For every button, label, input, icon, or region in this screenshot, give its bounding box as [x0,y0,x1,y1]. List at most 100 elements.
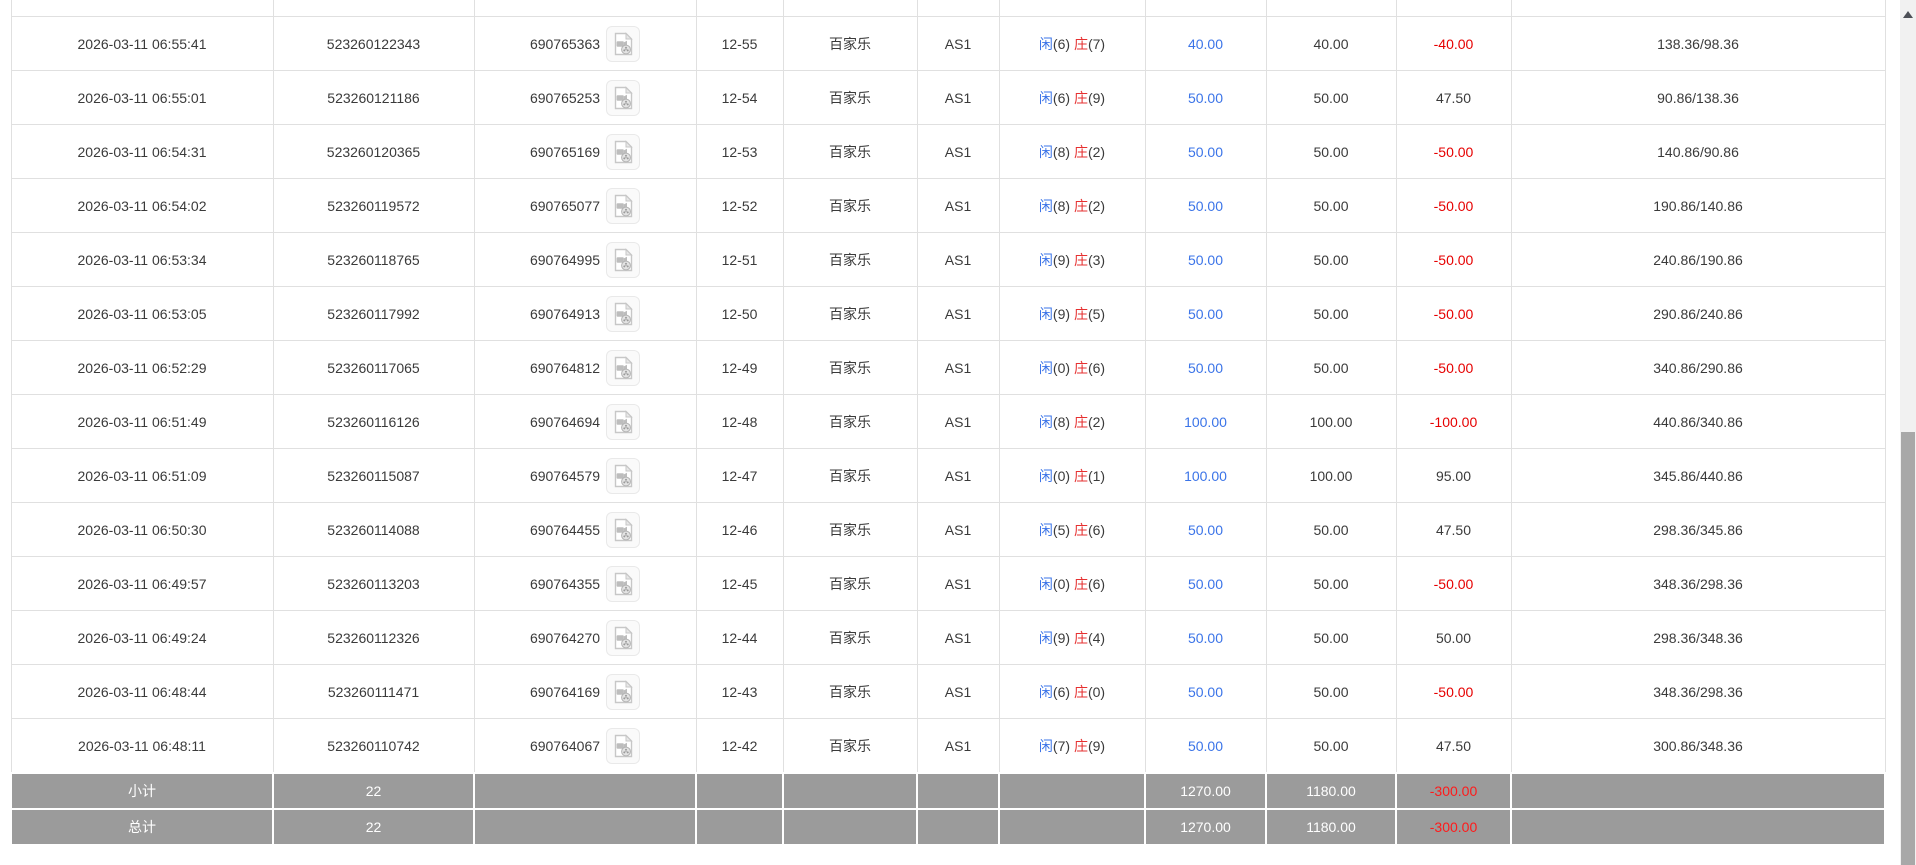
cell-bet-time: 2026-03-11 06:54:31 [10,124,274,179]
banker-result-points: (2) [1087,413,1106,430]
scrollbar-thumb[interactable] [1901,432,1915,865]
table-row: 2026-03-11 06:55:01 523260121186 6907652… [10,70,1886,125]
cell-balance: 290.86/240.86 [1510,286,1886,341]
game-id-text: 690764579 [529,467,601,484]
cell-bet-amount: 50.00 [1144,664,1267,719]
banker-result-points: (2) [1087,143,1106,160]
cell-bet-id: 523260112326 [272,610,475,665]
cell-bet-id: 523260117992 [272,286,475,341]
video-replay-button[interactable] [606,187,641,224]
cell-game-type: 百家乐 [782,124,918,179]
cell-table-name: AS1 [916,340,1000,395]
table-row: 2026-03-11 06:53:05 523260117992 6907649… [10,286,1886,341]
vertical-scrollbar[interactable] [1900,0,1916,865]
summary-row: 小计 22 1270.00 1180.00 -300.00 [10,772,1886,810]
player-result-label: 闲 [1038,467,1053,484]
player-result-points: (6) [1052,89,1071,106]
game-id-text: 690765077 [529,197,601,214]
cell-valid-amount: 50.00 [1265,556,1397,611]
table-row: 2026-03-11 06:51:09 523260115087 6907645… [10,448,1886,503]
game-id-text: 690764169 [529,683,601,700]
cell-balance: 348.36/298.36 [1510,556,1886,611]
player-result-label: 闲 [1038,305,1053,322]
video-replay-button[interactable] [606,727,641,764]
video-replay-button[interactable] [606,25,641,62]
cell-game-result: 闲(8) 庄(2) [998,394,1146,449]
cell-bet-amount: 40.00 [1144,16,1267,71]
cell-balance: 90.86/138.36 [1510,70,1886,125]
player-result-points: (9) [1052,629,1071,646]
player-result-label: 闲 [1038,521,1053,538]
cell-table-name: AS1 [916,718,1000,774]
cell-bet-id: 523260113203 [272,556,475,611]
video-replay-icon [614,517,633,541]
cell-game-result: 闲(0) 庄(6) [998,556,1146,611]
video-replay-button[interactable] [606,673,641,710]
video-replay-button[interactable] [606,79,641,116]
cell-round-number: 12-47 [695,448,784,503]
cell-game-type: 百家乐 [782,232,918,287]
cell-bet-id: 523260115087 [272,448,475,503]
video-replay-button[interactable] [606,403,641,440]
cell-balance: 345.86/440.86 [1510,448,1886,503]
banker-result-label: 庄 [1073,683,1088,700]
game-id-text: 690764812 [529,359,601,376]
cell-game-result: 闲(7) 庄(9) [998,718,1146,774]
banker-result-points: (0) [1087,683,1106,700]
cell-game-id: 690764355 [473,556,697,611]
table-row: 2026-03-11 06:48:44 523260111471 6907641… [10,664,1886,719]
summary-body: 小计 22 1270.00 1180.00 -300.00 总计 22 1270… [10,772,1886,846]
cell-game-id: 690764455 [473,502,697,557]
cell-winloss: -50.00 [1395,178,1512,233]
cell-valid-amount: 40.00 [1265,16,1397,71]
cell-valid-amount: 50.00 [1265,610,1397,665]
cell-balance: 348.36/298.36 [1510,664,1886,719]
table-row: 2026-03-11 06:49:24 523260112326 6907642… [10,610,1886,665]
bet-records-grid: 2026-03-11 06:55:41 523260122343 6907653… [10,0,1886,846]
cell-round-number: 12-55 [695,16,784,71]
cell-bet-time: 2026-03-11 06:49:24 [10,610,274,665]
game-id-text: 690765363 [529,35,601,52]
cell-winloss: -50.00 [1395,232,1512,287]
video-replay-button[interactable] [606,295,641,332]
video-replay-button[interactable] [606,241,641,278]
video-replay-icon [614,733,633,757]
cutoff-row [10,0,1886,17]
table-row: 2026-03-11 06:54:31 523260120365 6907651… [10,124,1886,179]
banker-result-points: (9) [1087,89,1106,106]
cell-game-id: 690764169 [473,664,697,719]
video-replay-button[interactable] [606,349,641,386]
cell-balance: 340.86/290.86 [1510,340,1886,395]
cell-bet-id: 523260117065 [272,340,475,395]
player-result-label: 闲 [1038,251,1053,268]
table-row: 2026-03-11 06:54:02 523260119572 6907650… [10,178,1886,233]
cell-valid-amount: 50.00 [1265,70,1397,125]
game-id-text: 690764355 [529,575,601,592]
summary-valid-total: 1180.00 [1265,808,1397,846]
video-replay-icon [614,85,633,109]
cell-game-type: 百家乐 [782,448,918,503]
video-replay-button[interactable] [606,133,641,170]
banker-result-label: 庄 [1073,197,1088,214]
video-replay-button[interactable] [606,511,641,548]
cell-game-type: 百家乐 [782,178,918,233]
cell-game-type: 百家乐 [782,340,918,395]
cell-winloss: 50.00 [1395,610,1512,665]
video-replay-icon [614,625,633,649]
video-replay-button[interactable] [606,457,641,494]
scroll-up-button[interactable] [1900,0,1916,28]
banker-result-label: 庄 [1073,305,1088,322]
cell-bet-id: 523260120365 [272,124,475,179]
video-replay-button[interactable] [606,619,641,656]
cell-bet-id: 523260110742 [272,718,475,774]
cell-valid-amount: 50.00 [1265,232,1397,287]
player-result-points: (7) [1052,737,1071,754]
cell-bet-id: 523260118765 [272,232,475,287]
video-replay-icon [614,571,633,595]
video-replay-button[interactable] [606,565,641,602]
video-replay-icon [614,409,633,433]
cell-balance: 440.86/340.86 [1510,394,1886,449]
banker-result-label: 庄 [1073,629,1088,646]
cell-bet-amount: 50.00 [1144,124,1267,179]
cell-bet-amount: 50.00 [1144,340,1267,395]
